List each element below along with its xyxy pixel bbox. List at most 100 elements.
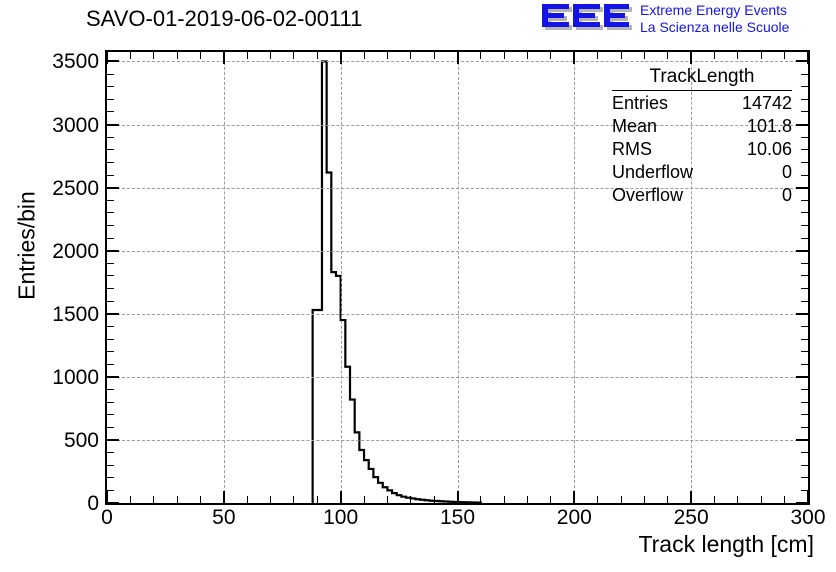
y-tick-right-minor (801, 275, 808, 277)
y-tick-minor (107, 351, 114, 353)
y-tick-minor (107, 464, 114, 466)
y-tick-major (107, 60, 119, 63)
x-tick-top-minor (293, 52, 295, 59)
x-tick-top-minor (643, 52, 645, 59)
x-tick-top-minor (503, 52, 505, 59)
y-tick-right-minor (801, 174, 808, 176)
y-tick-right-major (796, 502, 808, 504)
x-tick-top-minor (153, 52, 155, 59)
y-tick-minor (107, 111, 114, 113)
x-tick-major (807, 491, 809, 503)
x-tick-minor (737, 496, 739, 503)
y-tick-minor (107, 262, 114, 264)
x-tick-minor (153, 496, 155, 503)
x-tick-label: 100 (323, 506, 359, 529)
x-tick-top-minor (363, 52, 365, 59)
stats-row-value: 0 (781, 185, 792, 205)
x-tick-top-major (339, 52, 342, 64)
y-tick-minor (107, 300, 114, 302)
gridline-vertical (574, 52, 576, 503)
y-tick-right-minor (801, 452, 808, 454)
x-tick-top-minor (433, 52, 435, 59)
x-tick-minor (410, 496, 412, 503)
x-tick-top-minor (620, 52, 622, 59)
plot-area (107, 52, 808, 503)
y-tick-label: 500 (63, 428, 99, 452)
y-tick-minor (107, 149, 114, 151)
y-tick-right-minor (801, 414, 808, 416)
stats-row-value: 0 (781, 162, 792, 182)
stats-row-value: 10.06 (746, 139, 792, 159)
y-tick-minor (107, 237, 114, 239)
x-tick-top-minor (737, 52, 739, 59)
y-tick-right-minor (801, 98, 808, 100)
stats-title: TrackLength (612, 66, 792, 91)
x-tick-minor (503, 496, 505, 503)
y-tick-minor (107, 136, 114, 138)
y-tick-label: 0 (87, 492, 99, 515)
y-tick-major (107, 123, 119, 126)
x-tick-minor (643, 496, 645, 503)
y-tick-label: 2500 (52, 176, 99, 200)
y-tick-major (107, 249, 119, 252)
x-tick-major (222, 491, 225, 503)
stats-row: Underflow 0 (612, 160, 792, 183)
y-tick-right-major (796, 123, 808, 126)
y-tick-right-minor (801, 224, 808, 226)
x-tick-label: 0 (101, 506, 113, 529)
y-tick-minor (107, 426, 114, 428)
logo-line-1: Extreme Energy Events (640, 2, 788, 18)
y-tick-right-major (796, 186, 808, 189)
x-tick-top-major (106, 52, 108, 64)
x-tick-top-major (690, 52, 693, 64)
stats-row: RMS 10.06 (612, 137, 792, 160)
y-tick-right-minor (801, 136, 808, 138)
x-axis-title: Track length [cm] (638, 531, 814, 557)
stats-row: Mean 101.8 (612, 114, 792, 137)
x-tick-major (456, 491, 459, 503)
y-tick-minor (107, 288, 114, 290)
x-tick-major (573, 491, 576, 503)
y-tick-minor (107, 452, 114, 454)
y-tick-minor (107, 73, 114, 75)
y-tick-minor (107, 174, 114, 176)
stats-row-key: Underflow (612, 162, 694, 182)
y-tick-minor (107, 98, 114, 100)
y-axis-title: Entries/bin (13, 191, 40, 300)
eee-mark-icon (540, 3, 632, 35)
y-tick-minor (107, 199, 114, 201)
y-tick-right-minor (801, 426, 808, 428)
y-tick-right-major (796, 312, 808, 315)
y-tick-minor (107, 401, 114, 403)
x-tick-top-minor (714, 52, 716, 59)
y-tick-minor (107, 161, 114, 163)
x-tick-minor (363, 496, 365, 503)
y-tick-label: 2000 (52, 239, 99, 263)
y-tick-minor (107, 363, 114, 365)
x-tick-top-major (807, 52, 809, 64)
y-tick-right-minor (801, 363, 808, 365)
y-tick-right-minor (801, 212, 808, 214)
x-tick-major (106, 491, 108, 503)
x-tick-minor (527, 496, 529, 503)
y-tick-right-minor (801, 111, 808, 113)
y-tick-minor (107, 477, 114, 479)
y-tick-right-minor (801, 489, 808, 491)
x-tick-label: 200 (556, 506, 592, 529)
x-tick-top-minor (386, 52, 388, 59)
y-tick-right-minor (801, 388, 808, 390)
stats-rows: Entries 14742 Mean 101.8 RMS 10.06 Underflow 0 O… (612, 91, 792, 206)
x-tick-top-minor (199, 52, 201, 59)
y-tick-right-minor (801, 351, 808, 353)
y-tick-minor (107, 224, 114, 226)
x-tick-top-minor (760, 52, 762, 59)
stats-row-value: 101.8 (746, 116, 792, 136)
stats-row: Entries 14742 (612, 91, 792, 114)
x-tick-minor (199, 496, 201, 503)
x-tick-label: 300 (790, 506, 826, 529)
x-tick-top-minor (480, 52, 482, 59)
x-tick-top-minor (597, 52, 599, 59)
y-tick-major (107, 186, 119, 189)
y-tick-major (107, 312, 119, 315)
y-tick-right-minor (801, 401, 808, 403)
